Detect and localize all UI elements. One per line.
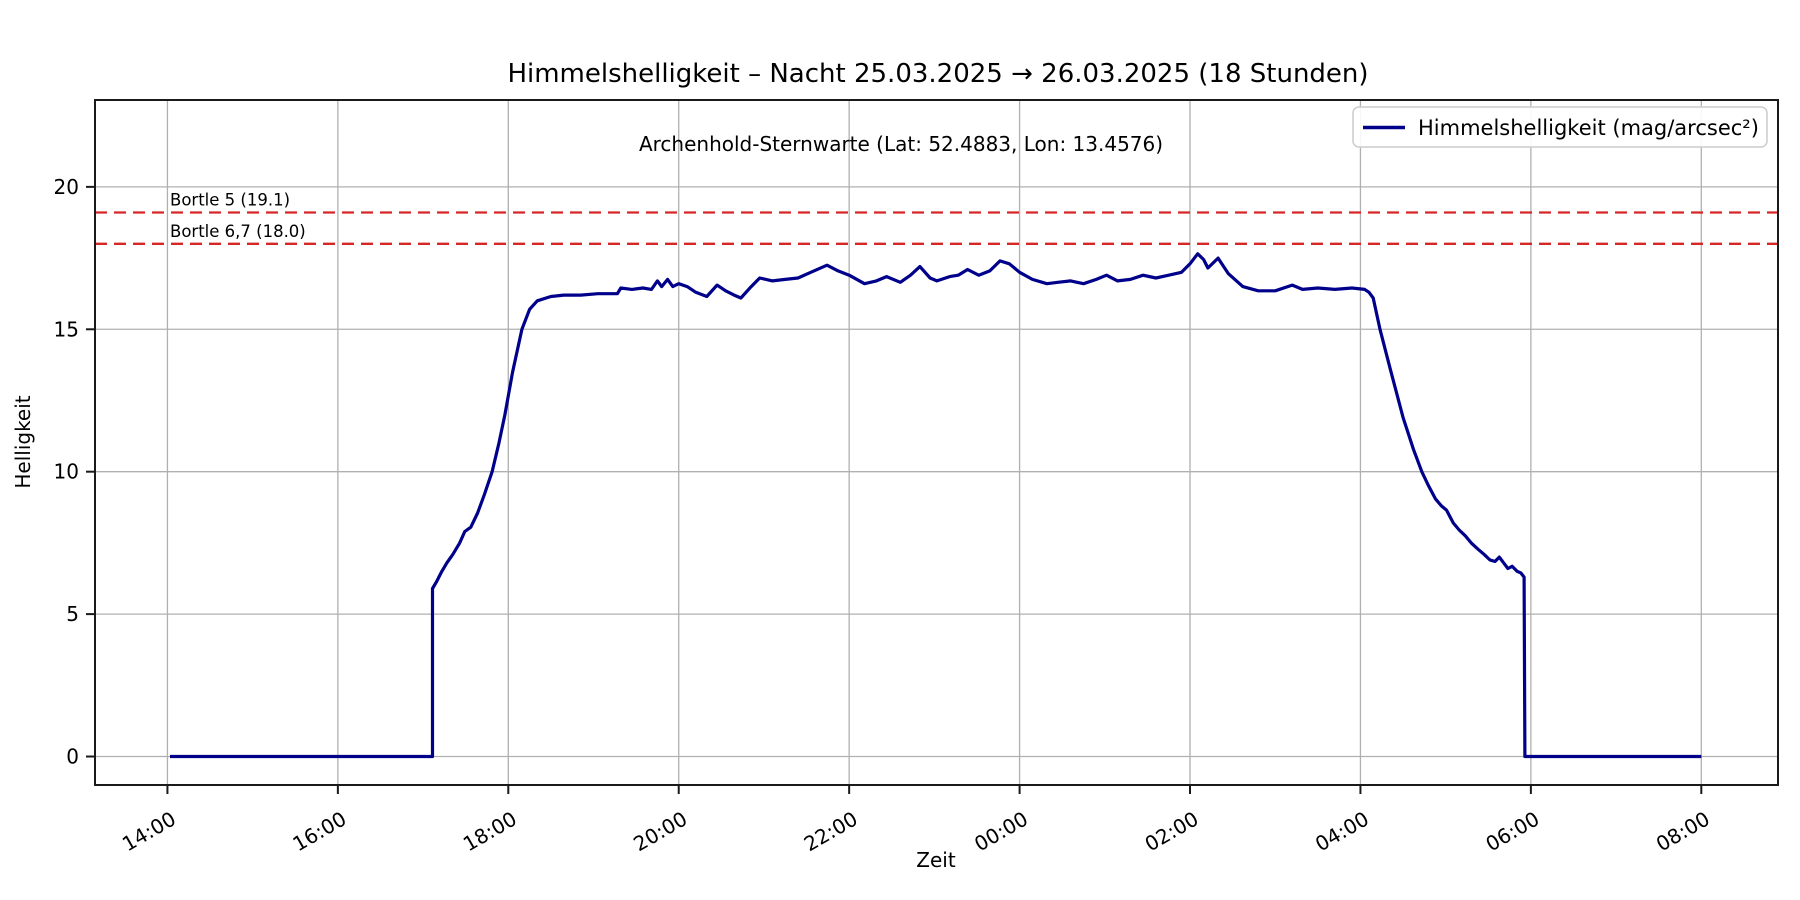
y-tick-label: 0 <box>66 745 79 769</box>
x-tick-label: 00:00 <box>970 807 1032 857</box>
chart-subtitle: Archenhold-Sternwarte (Lat: 52.4883, Lon… <box>639 132 1163 156</box>
x-tick-label: 20:00 <box>629 807 691 857</box>
x-tick-label: 18:00 <box>459 807 521 857</box>
y-tick-label: 20 <box>54 175 79 199</box>
x-tick-label: 16:00 <box>288 807 350 857</box>
y-axis-label: Helligkeit <box>11 395 35 488</box>
brightness-line <box>170 252 1702 759</box>
threshold-label: Bortle 6,7 (18.0) <box>170 222 306 241</box>
chart-title: Himmelshelligkeit – Nacht 25.03.2025 → 2… <box>507 59 1368 89</box>
threshold-label: Bortle 5 (19.1) <box>170 191 290 210</box>
x-tick-label: 14:00 <box>118 807 180 857</box>
threshold-lines: Bortle 5 (19.1) Bortle 6,7 (18.0) <box>95 191 1778 245</box>
x-axis-label: Zeit <box>916 848 956 872</box>
x-tick-label: 02:00 <box>1141 807 1203 857</box>
legend-label: Himmelshelligkeit (mag/arcsec²) <box>1418 116 1759 140</box>
plot-border <box>94 99 1779 786</box>
legend-box <box>1352 106 1768 148</box>
x-tick-label: 06:00 <box>1481 807 1543 857</box>
y-tick-label: 5 <box>66 602 79 626</box>
y-tick-label: 10 <box>54 460 79 484</box>
legend: Himmelshelligkeit (mag/arcsec²) <box>1352 106 1768 148</box>
x-tick-label: 04:00 <box>1311 807 1373 857</box>
x-tick-label: 22:00 <box>800 807 862 857</box>
x-tick-label: 08:00 <box>1652 807 1714 857</box>
y-tick-label: 15 <box>54 317 79 341</box>
